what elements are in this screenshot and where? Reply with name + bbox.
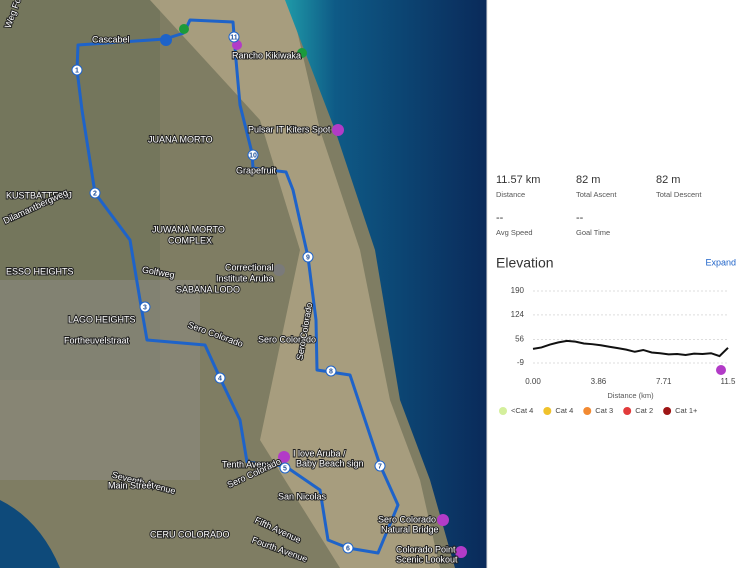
place-label: Scenic Lookout [396,554,458,564]
waypoint [214,372,226,384]
stat-value: 82 m [656,174,680,186]
waypoint-label: 3 [143,304,147,311]
stat-value: -- [496,212,504,224]
elevation-title: Elevation [496,255,554,271]
place-label: Institute Aruba [216,273,274,283]
town [0,280,200,480]
stat-value: -- [576,212,584,224]
waypoint-label: 9 [306,254,310,261]
place-label: Pulsar IT Kiters Spot [248,124,331,134]
place-label: JUANA MORTO [148,134,213,144]
legend-swatch [543,407,552,415]
stat-label: Distance [496,190,525,199]
place-label: JUWANA MORTO [152,224,225,234]
waypoint [342,542,354,554]
waypoint [374,460,386,472]
place-label: COMPLEX [168,235,212,245]
waypoint [228,31,240,43]
y-tick-label: 56 [515,335,524,344]
waypoint-label: 11 [230,34,238,41]
stat-label: Avg Speed [496,228,533,237]
place-label: San Nicolas [278,491,327,501]
place-label: Baby Beach sign [296,458,364,468]
waypoint [247,149,259,161]
elevation-line [532,339,729,358]
legend-label: <Cat 4 [511,406,533,415]
waypoint-label: 2 [93,190,97,197]
x-axis-label: Distance (km) [607,391,654,400]
place-label: Grapefruit [236,165,277,175]
place-label: Fortheuvelstraat [64,335,130,345]
legend-swatch [499,407,507,415]
ocean [285,0,487,568]
place-label: Rancho Kikiwaka [232,50,301,60]
legend-label: Cat 3 [595,406,613,415]
y-tick-label: 190 [511,286,525,295]
waypoint-label: 4 [218,375,222,382]
waypoint [89,187,101,199]
x-tick-label: 0.00 [525,377,541,386]
legend-label: Cat 1+ [675,406,698,415]
waypoint-label: 7 [378,463,382,470]
waypoint-label: 1 [75,67,79,74]
start-flag [179,24,189,34]
y-tick-label: 124 [511,310,525,319]
place-label: I love Aruba / [293,448,346,458]
legend-label: Cat 2 [635,406,653,415]
position-marker [716,365,726,375]
place-label: Sero Colorado [258,334,316,344]
legend-swatch [663,407,672,415]
stat-value: 82 m [576,174,600,186]
stat-label: Total Ascent [576,190,617,199]
place-label: Sero Colorado [378,514,436,524]
waypoint [139,301,151,313]
waypoint-label: 10 [249,152,257,159]
stat-label: Total Descent [656,190,702,199]
waypoint [279,462,291,474]
poi-icons [160,34,467,558]
waypoint [71,64,83,76]
place-label: Cascabel [92,34,130,44]
x-tick-label: 3.86 [591,377,607,386]
x-tick-label: 11.5 [721,377,737,386]
place-label: CERU COLORADO [150,529,230,539]
expand-link[interactable]: Expand [705,257,736,267]
place-label: KUSTBATTERIJ [6,190,72,200]
place-label: Correctional [225,262,274,272]
waypoint-label: 8 [329,368,333,375]
waypoint [325,365,337,377]
y-tick-label: -9 [517,358,525,367]
place-label: Tenth Avenue [222,459,276,469]
place-label: ESSO HEIGHTS [6,266,74,276]
legend-swatch [623,407,632,415]
stat-label: Goal Time [576,228,610,237]
legend-swatch [583,407,592,415]
waypoint [302,251,314,263]
legend-label: Cat 4 [555,406,573,415]
place-label: Colorado Point [396,544,456,554]
x-tick-label: 7.71 [656,377,672,386]
waypoint-label: 5 [283,465,287,472]
waypoint-label: 6 [346,545,350,552]
place-label: Natural Bridge [381,524,439,534]
place-label: Main Street [108,480,155,490]
place-label: LAGO HEIGHTS [68,314,136,324]
ocean-sw [0,500,60,568]
place-label: SABANA LODO [176,284,240,294]
stat-value: 11.57 km [496,174,540,186]
